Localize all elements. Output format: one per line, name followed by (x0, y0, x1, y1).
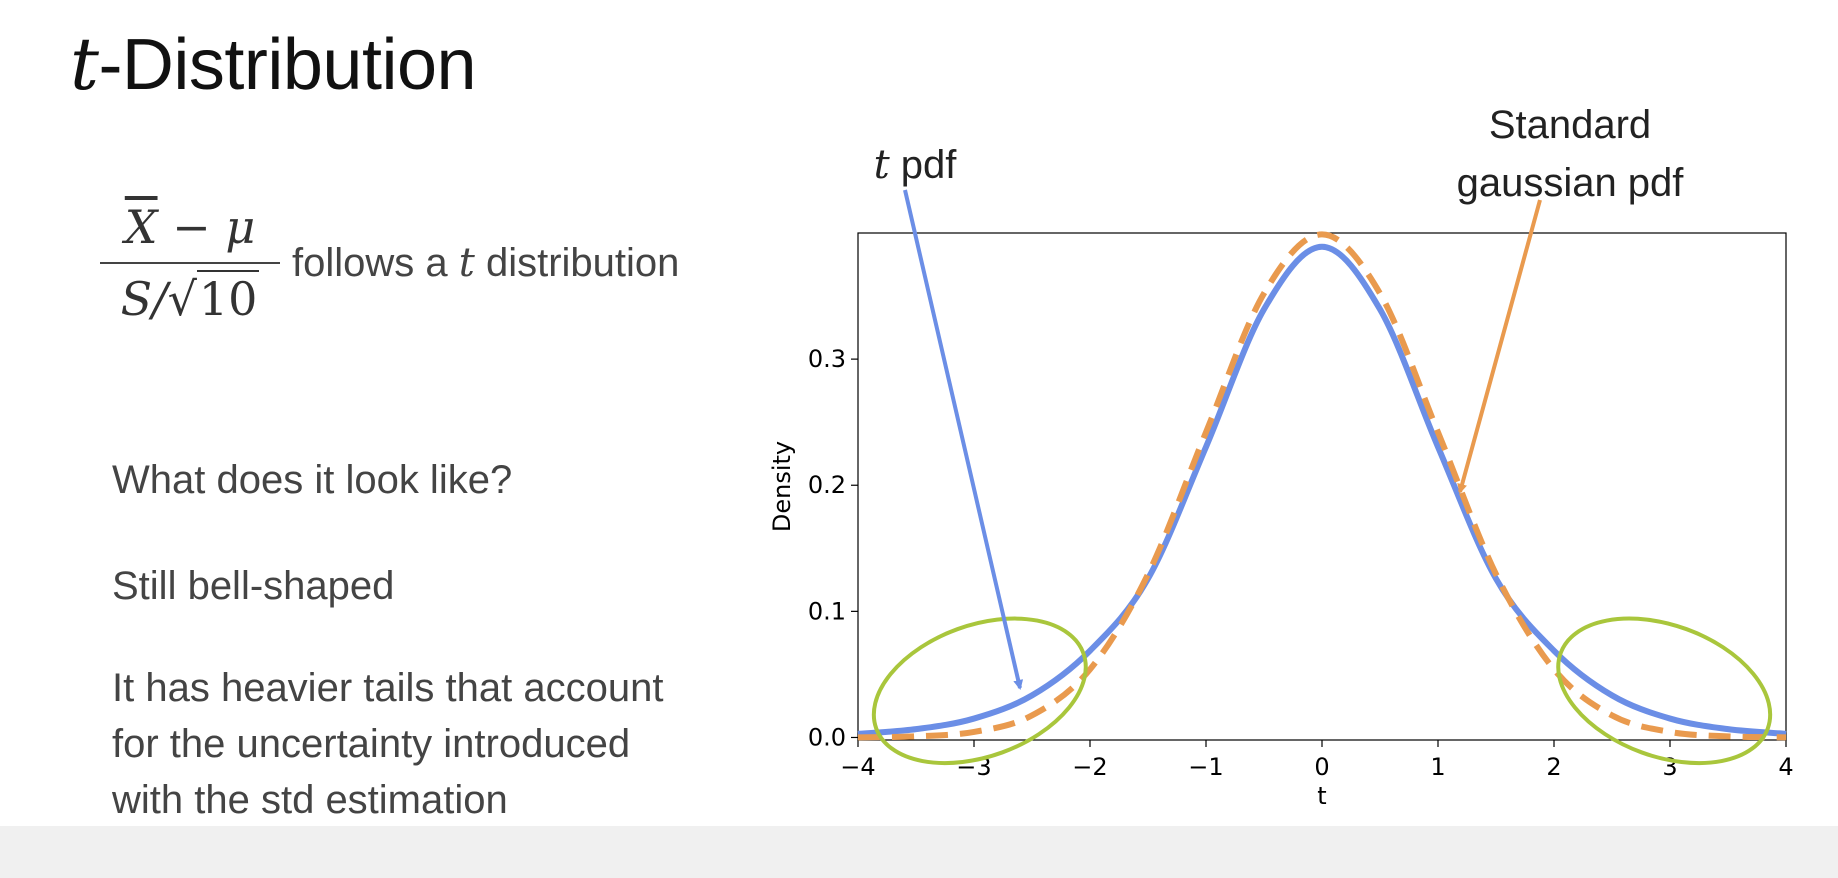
denominator-prefix: S/ (120, 272, 168, 326)
gaussian-label-line-1: Standard (1488, 103, 1652, 147)
plot-frame (857, 232, 1787, 741)
title-italic-t: t (70, 22, 99, 106)
left-tail-ellipse (871, 616, 1088, 766)
bell-shaped-note: Still bell-shaped (112, 564, 395, 608)
x-tick-label: 1 (1430, 753, 1445, 781)
gaussian-pdf-line (857, 231, 1787, 741)
title-rest: -Distribution (98, 25, 477, 105)
minus-mu: − μ (157, 200, 256, 254)
t-statistic-formula: X − μ S/√10 follows a t distribution (100, 200, 679, 326)
x-bar: X (124, 200, 158, 254)
t-pdf-line (857, 243, 1787, 737)
gaussian-pdf-arrow (1457, 199, 1542, 494)
right-tail-ellipse (1556, 616, 1773, 766)
follows-t: t (458, 240, 475, 286)
follows-distribution: distribution (474, 241, 680, 285)
question-look-like: What does it look like? (112, 458, 513, 502)
heavier-tails-line-1: It has heavier tails that account (112, 666, 664, 710)
sqrt-symbol: √ (167, 272, 197, 326)
x-tick-label: 2 (1546, 753, 1561, 781)
slide-title: t-Distribution (70, 22, 477, 106)
heavier-tails-line-2: for the uncertainty introduced (112, 722, 631, 766)
gaussian-pdf-label: Standard gaussian pdf (1425, 96, 1715, 212)
t-pdf-italic: t (873, 142, 890, 188)
bottom-bar (0, 826, 1838, 878)
t-pdf-rest: pdf (889, 143, 957, 187)
x-tick-label: 3 (1662, 753, 1677, 781)
t-pdf-arrow (903, 189, 1024, 690)
gaussian-label-line-2: gaussian pdf (1456, 161, 1684, 205)
fraction-bar (100, 262, 280, 264)
x-tick-label: −2 (1072, 753, 1107, 781)
sqrt-argument: 10 (196, 270, 260, 326)
formula-numerator: X − μ (119, 200, 261, 262)
x-tick-label: 0 (1314, 753, 1329, 781)
y-tick-label: 0.2 (808, 471, 846, 499)
heavier-tails-line-3: with the std estimation (112, 778, 508, 822)
y-tick-label: 0.3 (808, 345, 846, 373)
formula-fraction: X − μ S/√10 (100, 200, 280, 326)
x-tick-label: 4 (1778, 753, 1793, 781)
x-tick-label: −1 (1188, 753, 1223, 781)
t-pdf-label: t pdf (855, 136, 975, 194)
follows-a: follows a (292, 241, 459, 285)
y-axis-label: Density (768, 441, 796, 532)
y-tick-label: 0.0 (808, 723, 846, 751)
x-tick-label: −4 (840, 753, 875, 781)
formula-denominator: S/√10 (121, 264, 260, 326)
follows-text: follows a t distribution (292, 240, 679, 286)
x-axis-label: t (1317, 782, 1326, 810)
y-tick-label: 0.1 (808, 597, 846, 625)
x-tick-label: −3 (956, 753, 991, 781)
